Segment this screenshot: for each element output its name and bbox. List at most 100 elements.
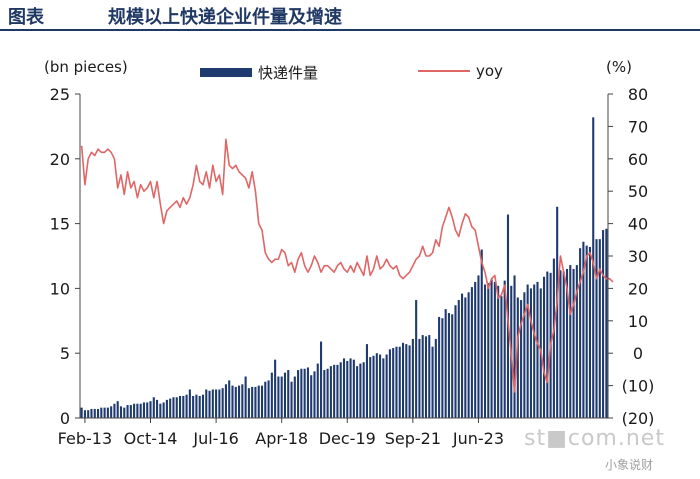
bar bbox=[588, 246, 592, 418]
bar bbox=[83, 410, 86, 418]
yoy-line bbox=[80, 138, 614, 393]
right-tick-label: 0 bbox=[633, 344, 643, 363]
bar bbox=[392, 348, 395, 418]
title-rule bbox=[0, 29, 700, 31]
bar bbox=[113, 403, 116, 418]
bar bbox=[401, 342, 405, 418]
bar bbox=[556, 206, 559, 418]
bar bbox=[454, 305, 457, 418]
bar bbox=[165, 399, 168, 418]
bar bbox=[536, 281, 539, 418]
right-tick-label: 60 bbox=[628, 150, 648, 169]
bar bbox=[136, 403, 139, 418]
bar bbox=[211, 389, 214, 418]
bar bbox=[467, 292, 470, 418]
bar bbox=[96, 408, 100, 418]
bar bbox=[483, 284, 487, 418]
bar bbox=[585, 245, 588, 418]
bar bbox=[80, 407, 83, 418]
bar bbox=[152, 397, 155, 418]
left-tick-label: 10 bbox=[50, 279, 70, 298]
watermark: st■com.net bbox=[524, 426, 665, 451]
bar bbox=[464, 297, 467, 418]
bar bbox=[149, 401, 152, 418]
legend-item-volume: 快递件量 bbox=[200, 62, 318, 83]
bar bbox=[339, 362, 342, 418]
bar bbox=[224, 384, 227, 418]
bar bbox=[356, 366, 359, 418]
bar bbox=[175, 397, 178, 418]
bar bbox=[247, 388, 250, 418]
x-tick-label: Oct-14 bbox=[124, 429, 178, 448]
x-tick-label: Feb-13 bbox=[58, 429, 112, 448]
legend-bar-swatch bbox=[200, 68, 252, 77]
bar bbox=[283, 372, 287, 418]
bar bbox=[598, 239, 601, 418]
bar bbox=[133, 403, 136, 418]
bar bbox=[100, 407, 103, 418]
bar bbox=[444, 309, 447, 418]
bar bbox=[162, 402, 165, 418]
right-tick-label: (10) bbox=[622, 377, 655, 396]
bar bbox=[182, 395, 185, 418]
right-tick-label: 20 bbox=[628, 279, 648, 298]
bar bbox=[359, 363, 362, 418]
bar bbox=[192, 395, 195, 418]
bar bbox=[303, 368, 306, 418]
bar bbox=[379, 354, 382, 418]
bar bbox=[569, 265, 572, 418]
x-tick-label: Jul-16 bbox=[192, 429, 238, 448]
bar bbox=[198, 395, 201, 418]
bar bbox=[218, 389, 221, 418]
bar bbox=[257, 385, 260, 418]
bar bbox=[447, 313, 450, 418]
right-axis-unit: (%) bbox=[606, 58, 632, 76]
bar bbox=[438, 316, 441, 418]
line-series bbox=[80, 138, 614, 393]
bar bbox=[352, 359, 355, 418]
bar bbox=[238, 385, 241, 418]
bar bbox=[123, 407, 126, 418]
bar bbox=[342, 358, 346, 418]
watermark-source: 小象说财 bbox=[605, 458, 654, 472]
right-tick-label: 40 bbox=[628, 215, 648, 234]
left-tick-label: 15 bbox=[50, 215, 70, 234]
bar bbox=[559, 270, 562, 418]
bar bbox=[543, 276, 546, 418]
bar bbox=[106, 407, 109, 418]
bar bbox=[421, 335, 424, 418]
bar bbox=[408, 345, 411, 418]
bar bbox=[572, 268, 575, 418]
bar bbox=[126, 405, 129, 418]
bar bbox=[319, 341, 323, 418]
right-tick-label: 10 bbox=[628, 312, 648, 331]
bar bbox=[172, 397, 175, 418]
x-tick-label: Jun-23 bbox=[452, 429, 504, 448]
bar bbox=[418, 338, 421, 418]
bar bbox=[254, 386, 257, 418]
right-tick-label: 80 bbox=[628, 85, 648, 104]
bar bbox=[605, 228, 608, 418]
bar bbox=[201, 394, 205, 418]
bar bbox=[188, 389, 191, 418]
bar bbox=[329, 366, 332, 418]
bar bbox=[251, 386, 254, 418]
right-tick-label: 70 bbox=[628, 117, 648, 136]
bar bbox=[110, 406, 113, 418]
bar bbox=[87, 410, 90, 418]
bar bbox=[415, 300, 418, 418]
bar bbox=[90, 408, 93, 418]
bar bbox=[369, 357, 372, 418]
bar bbox=[195, 394, 198, 418]
bar bbox=[533, 284, 536, 418]
bar bbox=[595, 239, 598, 418]
bar bbox=[142, 402, 145, 418]
bar bbox=[451, 314, 454, 418]
bar bbox=[529, 288, 532, 418]
bar bbox=[290, 381, 293, 418]
bar bbox=[93, 408, 96, 418]
bar bbox=[280, 376, 283, 418]
right-tick-label: (20) bbox=[622, 409, 655, 428]
bar bbox=[372, 355, 375, 418]
chart-title: 规模以上快递企业件量及增速 bbox=[108, 7, 342, 28]
